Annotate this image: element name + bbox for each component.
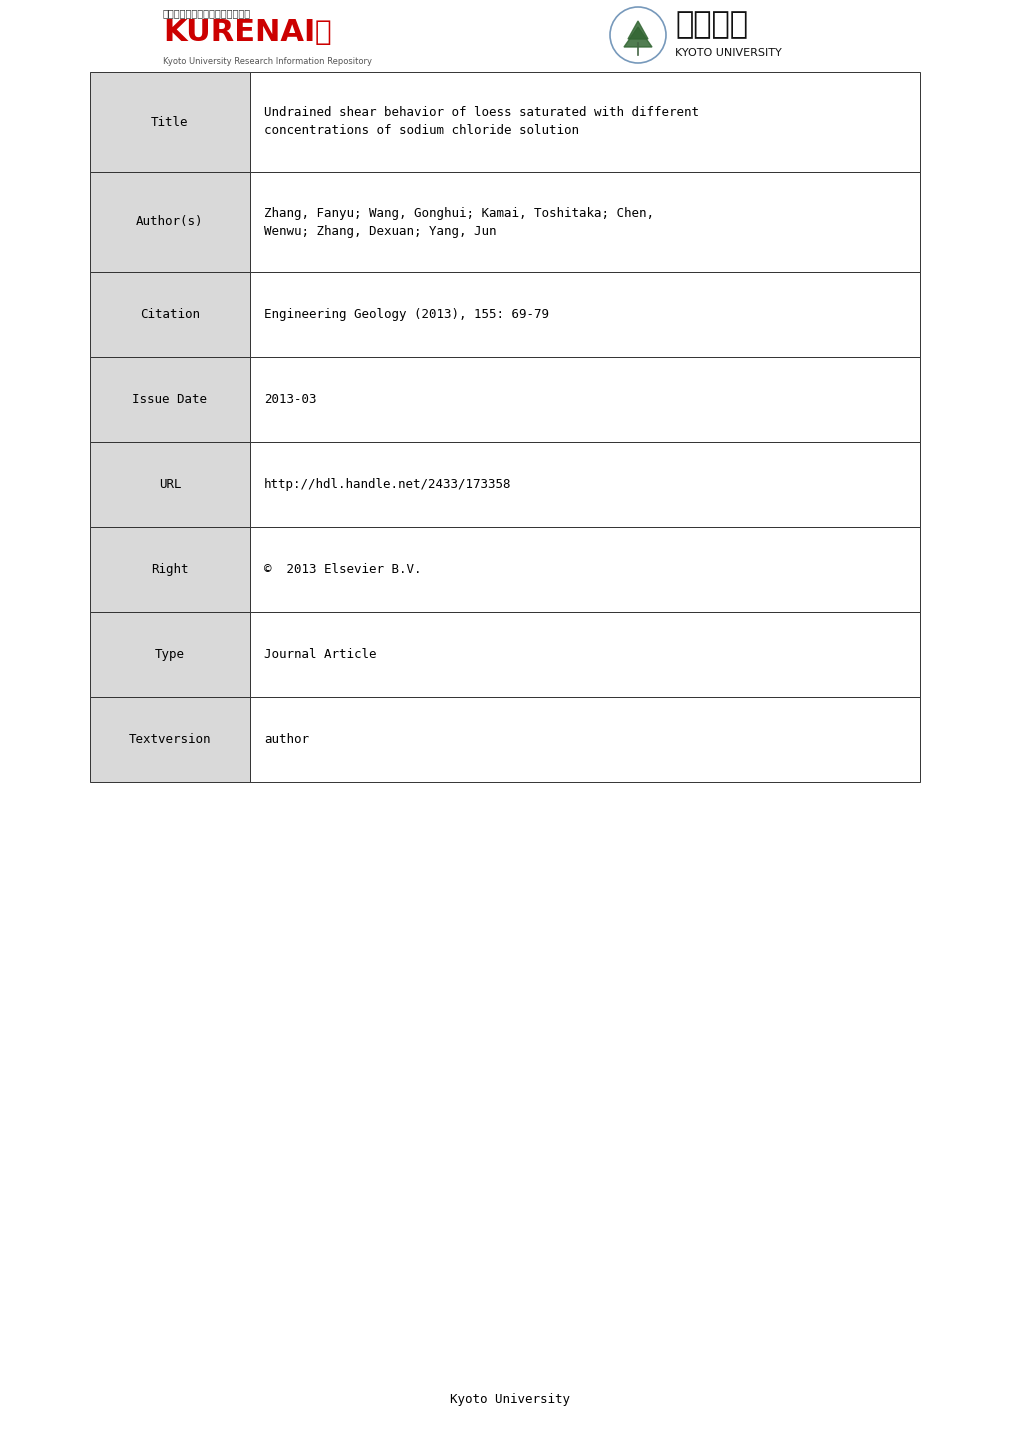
Text: 2013-03: 2013-03 <box>264 392 316 405</box>
Text: Zhang, Fanyu; Wang, Gonghui; Kamai, Toshitaka; Chen,: Zhang, Fanyu; Wang, Gonghui; Kamai, Tosh… <box>264 206 653 219</box>
Text: 京都大学学術情報リポジトリ　紅: 京都大学学術情報リポジトリ 紅 <box>163 9 251 17</box>
Text: Wenwu; Zhang, Dexuan; Yang, Jun: Wenwu; Zhang, Dexuan; Yang, Jun <box>264 225 496 238</box>
Bar <box>90 527 250 612</box>
Text: Engineering Geology (2013), 155: 69-79: Engineering Geology (2013), 155: 69-79 <box>264 307 548 320</box>
Bar <box>90 612 250 697</box>
Text: KURENAI: KURENAI <box>163 17 315 48</box>
Text: Undrained shear behavior of loess saturated with different: Undrained shear behavior of loess satura… <box>264 107 698 120</box>
Polygon shape <box>624 27 651 48</box>
Bar <box>90 356 250 442</box>
Text: ©  2013 Elsevier B.V.: © 2013 Elsevier B.V. <box>264 563 421 576</box>
Text: Citation: Citation <box>140 307 200 320</box>
Text: URL: URL <box>159 478 181 491</box>
Text: concentrations of sodium chloride solution: concentrations of sodium chloride soluti… <box>264 124 579 137</box>
Text: Right: Right <box>151 563 189 576</box>
Text: KYOTO UNIVERSITY: KYOTO UNIVERSITY <box>675 48 781 58</box>
Bar <box>250 172 919 271</box>
Text: 京都大学: 京都大学 <box>675 10 747 39</box>
Bar <box>90 72 250 172</box>
Bar <box>90 697 250 782</box>
Bar <box>90 442 250 527</box>
Bar <box>250 527 919 612</box>
Text: Kyoto University: Kyoto University <box>449 1394 570 1407</box>
Text: Type: Type <box>155 648 184 661</box>
Text: Title: Title <box>151 115 189 128</box>
Bar <box>90 172 250 271</box>
Text: author: author <box>264 733 309 746</box>
Bar <box>250 442 919 527</box>
Bar <box>250 612 919 697</box>
Text: Kyoto University Research Information Repository: Kyoto University Research Information Re… <box>163 58 372 66</box>
Polygon shape <box>628 22 647 39</box>
Bar <box>250 271 919 356</box>
Text: Issue Date: Issue Date <box>132 392 207 405</box>
Text: http://hdl.handle.net/2433/173358: http://hdl.handle.net/2433/173358 <box>264 478 511 491</box>
Text: Journal Article: Journal Article <box>264 648 376 661</box>
Bar <box>90 271 250 356</box>
Bar <box>250 697 919 782</box>
Text: Author(s): Author(s) <box>137 215 204 228</box>
Text: Textversion: Textversion <box>128 733 211 746</box>
Bar <box>250 72 919 172</box>
Text: 紅: 紅 <box>315 17 331 46</box>
Bar <box>250 356 919 442</box>
